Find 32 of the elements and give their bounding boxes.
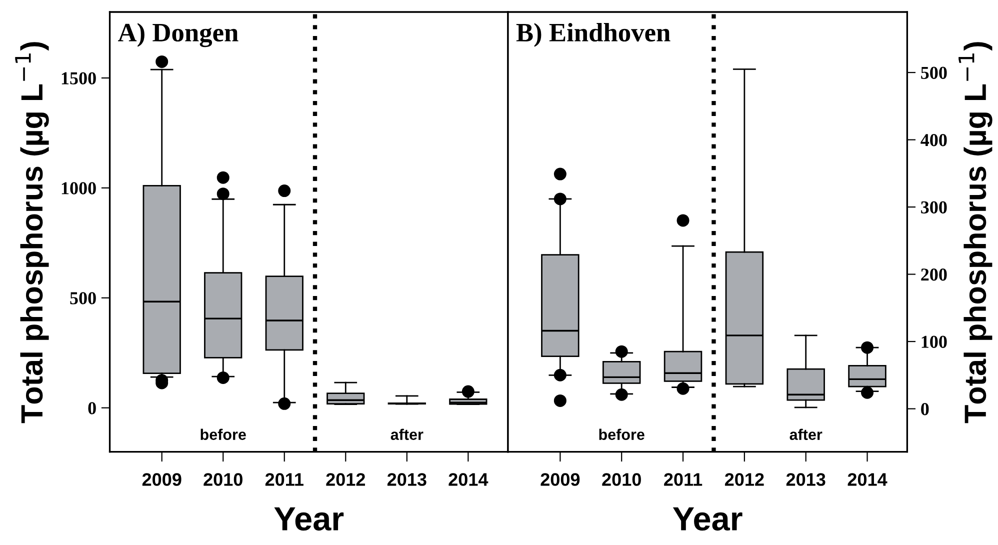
- y-axis-title: Total phosphorus (µg L$^{−1}$): [15, 42, 49, 424]
- x-tick-label: 2013: [786, 473, 826, 486]
- x-tick-label: 2013: [387, 473, 426, 486]
- y2-tick-label: 100: [922, 336, 947, 348]
- y-tick-label: 0: [88, 402, 96, 414]
- x-tick-label: 2014: [848, 473, 888, 486]
- x-tick-label: 2009: [540, 473, 580, 486]
- y-tick-label: 1500: [62, 72, 96, 84]
- x-tick-label: 2012: [326, 473, 365, 486]
- chart-title: A) Dongen: [118, 22, 238, 48]
- x-tick-label: 2010: [204, 473, 242, 486]
- x-axis-title: Year: [672, 507, 742, 531]
- x-tick-label: 2009: [142, 473, 182, 486]
- x-axis-title: Year: [274, 507, 344, 531]
- y2-tick-label: 0: [921, 403, 929, 416]
- x-tick-label: 2010: [602, 473, 641, 486]
- chart-title: B) Eindhoven: [516, 22, 670, 47]
- y2-tick-label: 500: [921, 66, 947, 79]
- annotation: before: [200, 428, 246, 440]
- y-tick-label: 1000: [62, 182, 96, 194]
- y2-tick-label: 400: [920, 134, 947, 146]
- y2-tick-label: 200: [921, 268, 947, 281]
- y-tick-label: 500: [70, 292, 96, 304]
- annotation: after: [390, 428, 424, 440]
- x-tick-label: 2014: [448, 473, 488, 486]
- y2-axis-title: Total phosphorus (µg L$^{−1}$): [958, 42, 992, 424]
- annotation: after: [790, 428, 822, 440]
- y2-tick-label: 300: [921, 201, 947, 214]
- x-tick-label: 2011: [664, 473, 702, 486]
- x-tick-label: 2011: [265, 473, 304, 486]
- annotation: before: [599, 428, 644, 440]
- x-tick-label: 2012: [724, 473, 764, 486]
